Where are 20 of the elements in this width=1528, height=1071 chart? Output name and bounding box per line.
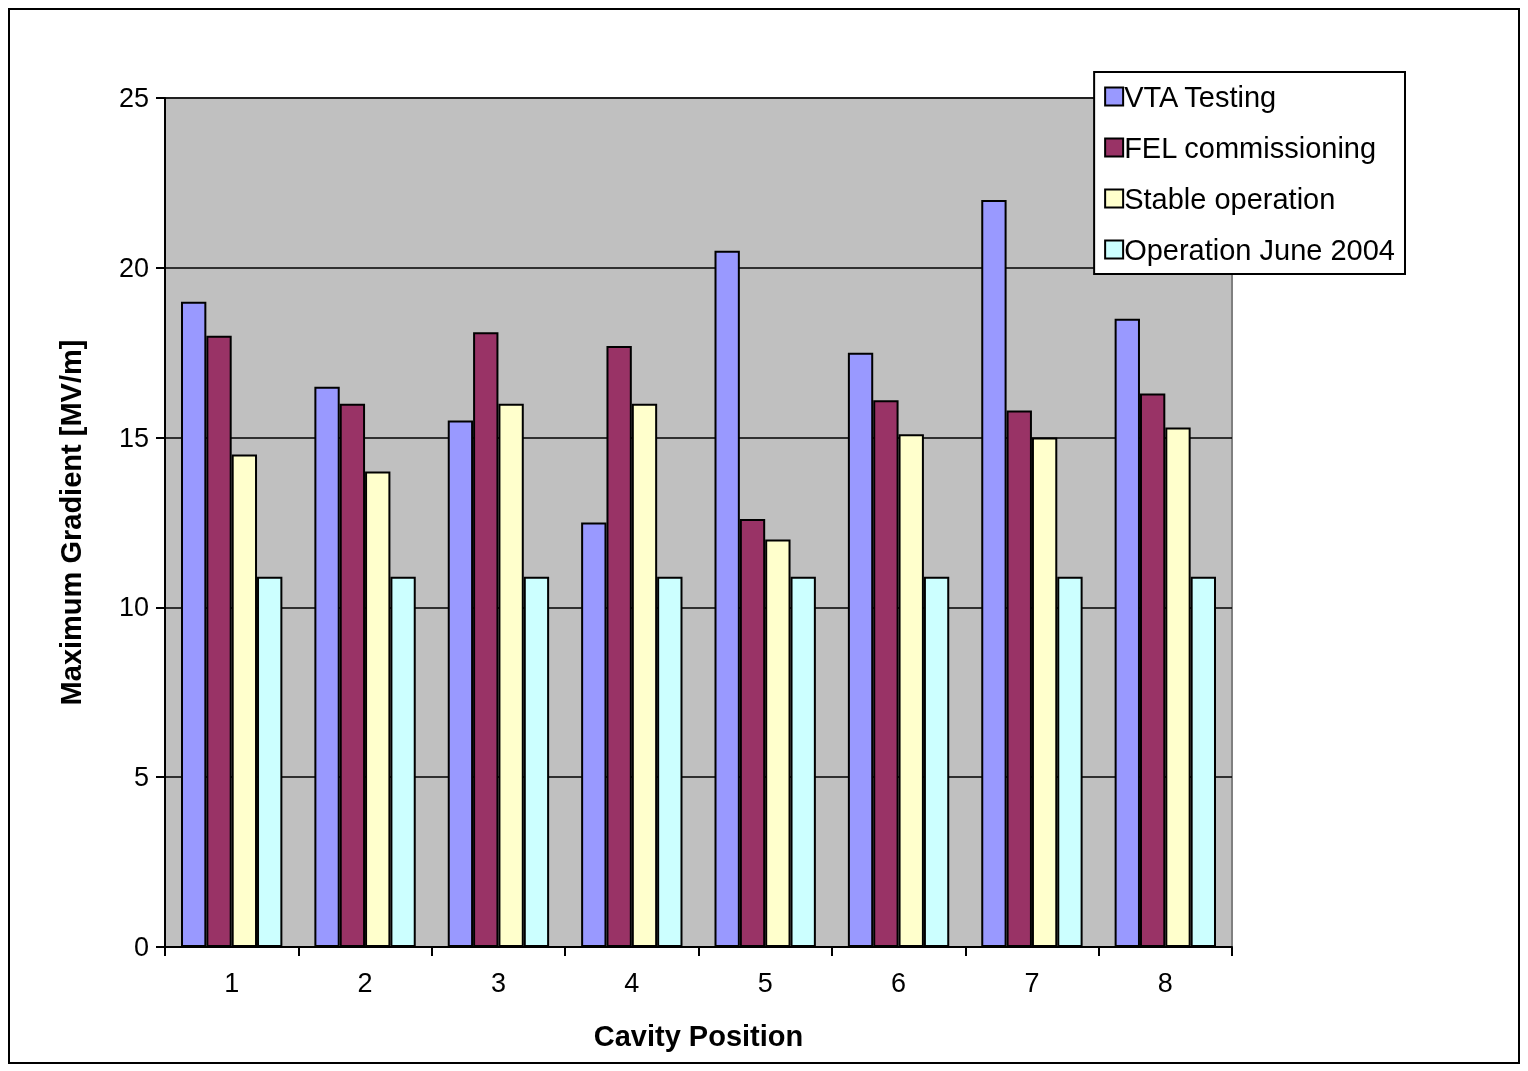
y-tick-label: 15 <box>118 422 149 453</box>
x-tick-label: 2 <box>357 967 373 998</box>
x-tick-label: 7 <box>1024 967 1040 998</box>
x-axis-title: Cavity Position <box>593 1019 804 1052</box>
y-tick-label: 10 <box>118 592 149 623</box>
y-tick-label: 0 <box>133 932 149 962</box>
x-tick-label: 3 <box>490 967 506 998</box>
legend-label: Operation June 2004 <box>1124 233 1396 266</box>
y-tick-label: 25 <box>118 83 149 113</box>
x-tick-label: 6 <box>891 967 907 998</box>
legend-label: VTA Testing <box>1124 80 1277 113</box>
x-tick-label: 8 <box>1157 967 1173 998</box>
legend-label: FEL commissioning <box>1124 131 1377 164</box>
y-axis-title: Maximum Gradient [MV/m] <box>54 339 87 706</box>
y-tick-label: 20 <box>118 252 149 283</box>
y-tick-label: 5 <box>133 762 149 793</box>
legend-label: Stable operation <box>1124 182 1336 215</box>
x-tick-label: 4 <box>624 967 640 998</box>
x-tick-label: 1 <box>224 967 240 998</box>
x-tick-label: 5 <box>757 967 773 998</box>
